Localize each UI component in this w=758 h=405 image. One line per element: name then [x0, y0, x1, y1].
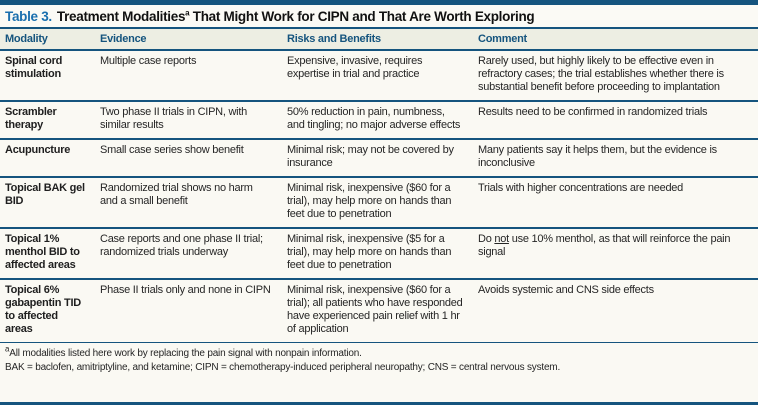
top-rule	[0, 0, 758, 5]
cell-risks: Minimal risk; may not be covered by insu…	[282, 139, 473, 178]
table-row: Topical 6% gabapentin TID to affected ar…	[0, 279, 758, 343]
cell-comment: Rarely used, but highly likely to be eff…	[473, 50, 758, 102]
title-text-before-sup: Treatment Modalities	[56, 9, 186, 24]
treatment-modalities-table: Modality Evidence Risks and Benefits Com…	[0, 29, 758, 343]
table-header: Modality Evidence Risks and Benefits Com…	[0, 29, 758, 51]
table-row: Scrambler therapy Two phase II trials in …	[0, 101, 758, 140]
text-segment: use 10% menthol, as that will reinforce …	[478, 233, 731, 258]
cell-risks: Expensive, invasive, requires expertise …	[282, 50, 473, 102]
cell-evidence: Randomized trial shows no harm and a sma…	[95, 177, 282, 229]
cell-modality: Topical 1% menthol BID to affected areas	[0, 228, 95, 280]
table-row: Topical BAK gel BID Randomized trial show…	[0, 177, 758, 229]
table-row: Topical 1% menthol BID to affected areas…	[0, 228, 758, 280]
footnote-modalities-text: All modalities listed here work by repla…	[9, 348, 362, 359]
title-text-after-sup: That Might Work for CIPN and That Are Wo…	[189, 9, 535, 24]
cell-risks: 50% reduction in pain, numb­ness, and ti…	[282, 101, 473, 140]
title-footnote-marker: a	[185, 8, 190, 18]
cell-evidence: Multiple case reports	[95, 50, 282, 102]
cell-modality: Spinal cord stimulation	[0, 50, 95, 102]
column-header-evidence: Evidence	[95, 29, 282, 51]
footnote-marker-a: a	[5, 344, 10, 354]
table-footnotes: aAll modalities listed here work by repl…	[0, 343, 758, 378]
cell-modality: Topical BAK gel BID	[0, 177, 95, 229]
cell-risks: Minimal risk, inexpensive ($60 for a tri…	[282, 279, 473, 343]
bottom-rule	[0, 402, 758, 405]
text-segment: Do	[478, 233, 495, 245]
cell-evidence: Two phase II trials in CIPN, with simila…	[95, 101, 282, 140]
table-row: Spinal cord stimulation Multiple case rep…	[0, 50, 758, 102]
table-body: Spinal cord stimulation Multiple case rep…	[0, 50, 758, 343]
cell-comment: Many patients say it helps them, but the…	[473, 139, 758, 178]
cell-evidence: Case reports and one phase II trial; ran…	[95, 228, 282, 280]
cell-comment: Do not use 10% menthol, as that will rei…	[473, 228, 758, 280]
header-row: Modality Evidence Risks and Benefits Com…	[0, 29, 758, 51]
table-title-text: Treatment Modalitiesa That Might Work fo…	[57, 9, 535, 24]
cell-modality: Topical 6% gabapentin TID to affected ar…	[0, 279, 95, 343]
cell-comment: Results need to be confirmed in randomiz…	[473, 101, 758, 140]
cell-risks: Minimal risk, inexpensive ($60 for a tri…	[282, 177, 473, 229]
table-number-label: Table 3.	[5, 9, 52, 24]
cell-risks: Minimal risk, inexpensive ($5 for a tria…	[282, 228, 473, 280]
cell-evidence: Phase II trials only and none in CIPN	[95, 279, 282, 343]
column-header-risks-benefits: Risks and Benefits	[282, 29, 473, 51]
cell-evidence: Small case series show benefit	[95, 139, 282, 178]
footnote-abbreviations: BAK = baclofen, amitriptyline, and ketam…	[5, 362, 561, 373]
cell-comment: Avoids systemic and CNS side effects	[473, 279, 758, 343]
column-header-modality: Modality	[0, 29, 95, 51]
table-title: Table 3. Treatment Modalitiesa That Might…	[0, 5, 758, 29]
footnote-modalities: aAll modalities listed here work by repl…	[5, 344, 753, 361]
cell-modality: Acupuncture	[0, 139, 95, 178]
cell-modality: Scrambler therapy	[0, 101, 95, 140]
cell-comment: Trials with higher concentrations are ne…	[473, 177, 758, 229]
column-header-comment: Comment	[473, 29, 758, 51]
table-row: Acupuncture Small case series show benefi…	[0, 139, 758, 178]
underlined-text: not	[494, 233, 509, 245]
